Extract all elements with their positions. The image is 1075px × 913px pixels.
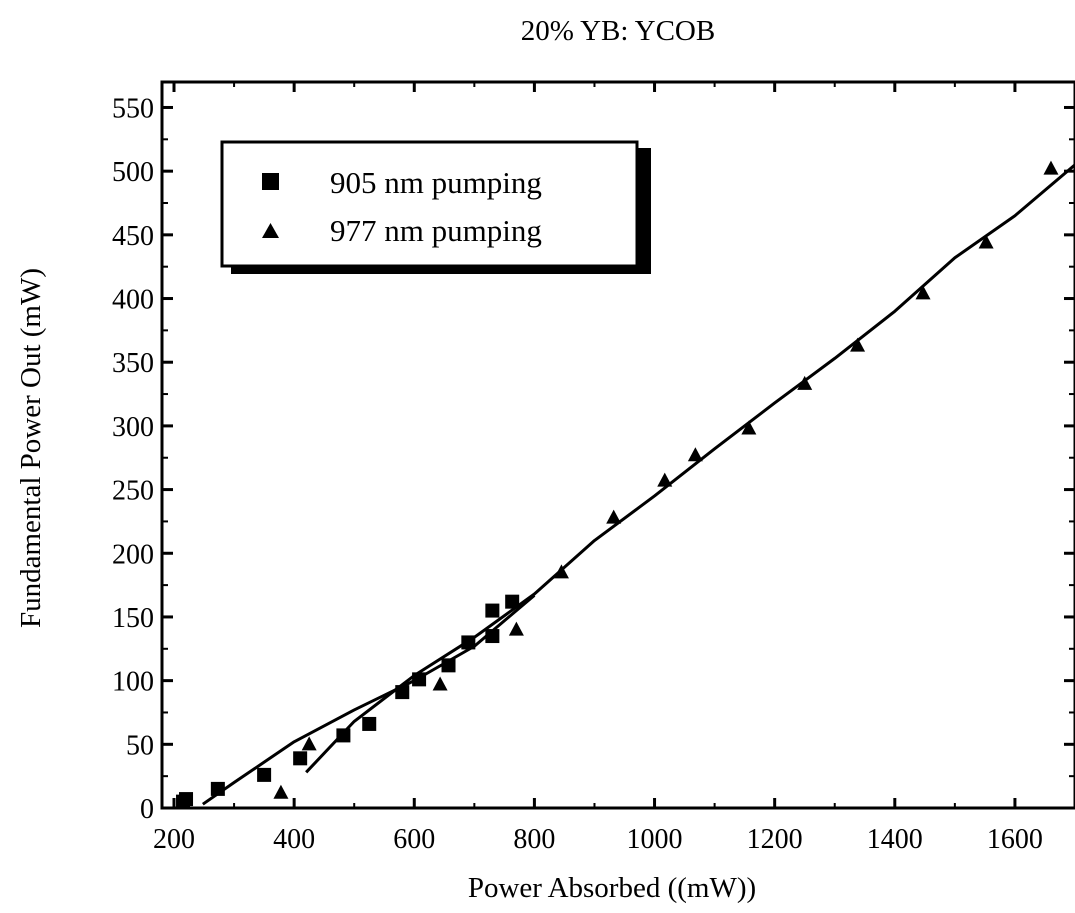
point-977nm [687,447,703,462]
axis-ticks [162,82,1075,810]
y-tick-label: 400 [112,285,154,316]
y-tick-label: 150 [112,603,154,634]
y-tick-label: 350 [112,348,154,379]
point-905nm [293,751,308,766]
plot-frame [160,80,1075,810]
point-905nm [412,672,427,687]
point-905nm [485,603,500,618]
point-905nm [336,728,351,743]
x-tick-label: 1400 [867,824,923,855]
legend-triangle-marker [262,223,279,238]
y-axis-label: Fundamental Power Out (mW) [15,268,47,628]
y-tick-label: 50 [126,730,154,761]
legend: 905 nm pumping 977 nm pumping [220,140,651,274]
point-905nm [441,658,456,673]
point-905nm [257,767,272,782]
point-977nm [657,472,673,487]
fit-line-2 [305,163,1075,774]
y-tick-label: 200 [112,539,154,570]
x-tick-label: 1600 [987,824,1043,855]
point-977nm [301,736,317,751]
x-tick-labels: 200 400 600 800 1000 1200 1400 1600 [153,824,1043,855]
point-905nm [485,629,500,644]
point-977nm [553,564,569,579]
x-tick-label: 200 [153,824,195,855]
y-tick-label: 450 [112,221,154,252]
x-tick-label: 1000 [627,824,683,855]
y-tick-label: 100 [112,667,154,698]
point-977nm [606,509,622,524]
point-977nm [1043,160,1059,175]
point-977nm [915,285,931,300]
chart-title: 20% YB: YCOB [521,15,715,47]
legend-label-905: 905 nm pumping [330,165,542,200]
point-977nm [508,621,524,636]
y-tick-label: 550 [112,93,154,124]
point-977nm [432,676,448,691]
y-tick-label: 500 [112,157,154,188]
point-905nm [362,716,377,731]
point-977nm [273,784,289,799]
legend-label-977: 977 nm pumping [330,213,542,248]
y-tick-label: 0 [140,794,154,825]
point-905nm [179,792,194,807]
x-tick-label: 800 [513,824,555,855]
x-tick-label: 1200 [747,824,803,855]
point-905nm [395,685,410,700]
y-tick-label: 250 [112,476,154,507]
y-tick-label: 300 [112,412,154,443]
x-axis-label: Power Absorbed ((mW)) [468,872,756,904]
y-tick-labels: 0 50 100 150 200 250 300 350 400 450 500 550 [112,93,154,825]
point-977nm [797,375,813,390]
x-tick-label: 600 [393,824,435,855]
point-977nm [741,420,757,435]
point-905nm [210,781,225,796]
fit-line-1 [201,594,536,806]
point-977nm [850,337,866,352]
x-tick-label: 400 [273,824,315,855]
point-977nm [978,234,994,249]
legend-box [220,140,639,268]
legend-square-marker [262,173,279,190]
point-905nm [505,594,520,609]
point-905nm [461,635,476,650]
data-points [176,160,1059,809]
